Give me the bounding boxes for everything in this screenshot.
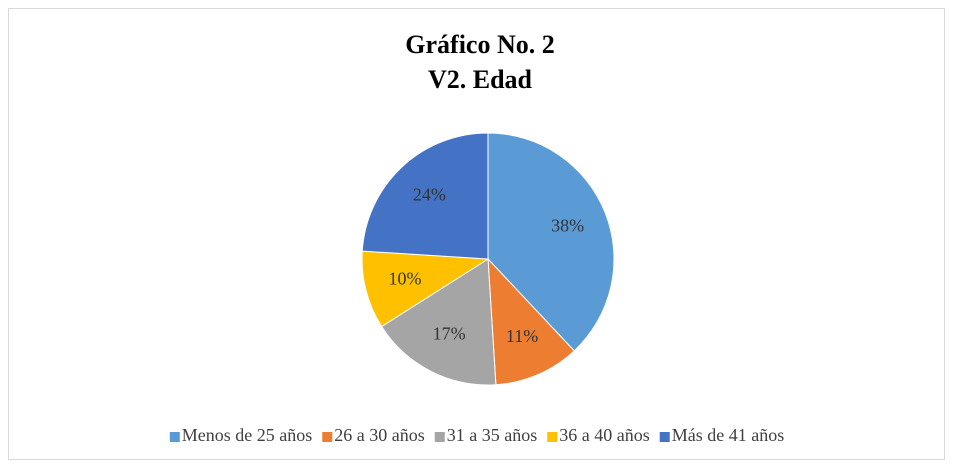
pie-slice: [361, 132, 489, 260]
data-label: 38%: [551, 216, 584, 236]
legend-label: 26 a 30 años: [334, 425, 424, 445]
legend-marker: [434, 432, 445, 442]
legend-marker: [169, 432, 180, 442]
pie-slice: [361, 250, 490, 328]
legend-label: Menos de 25 años: [182, 425, 312, 445]
data-label: 11%: [506, 326, 538, 346]
legend-marker: [322, 432, 333, 442]
chart-subtitle: V2. Edad: [428, 65, 533, 94]
pie-slice: [487, 257, 575, 386]
chart-title: Gráfico No. 2: [405, 30, 554, 59]
legend-label: Más de 41 años: [672, 425, 784, 445]
legend-label: 36 a 40 años: [559, 425, 649, 445]
pie-slice: [487, 132, 615, 352]
data-label: 10%: [389, 268, 422, 288]
data-label: 24%: [413, 185, 446, 205]
legend-label: 31 a 35 años: [447, 425, 537, 445]
legend-marker: [547, 432, 558, 442]
pie-slice: [380, 258, 497, 386]
legend-marker: [659, 432, 670, 442]
data-label: 17%: [433, 323, 466, 343]
